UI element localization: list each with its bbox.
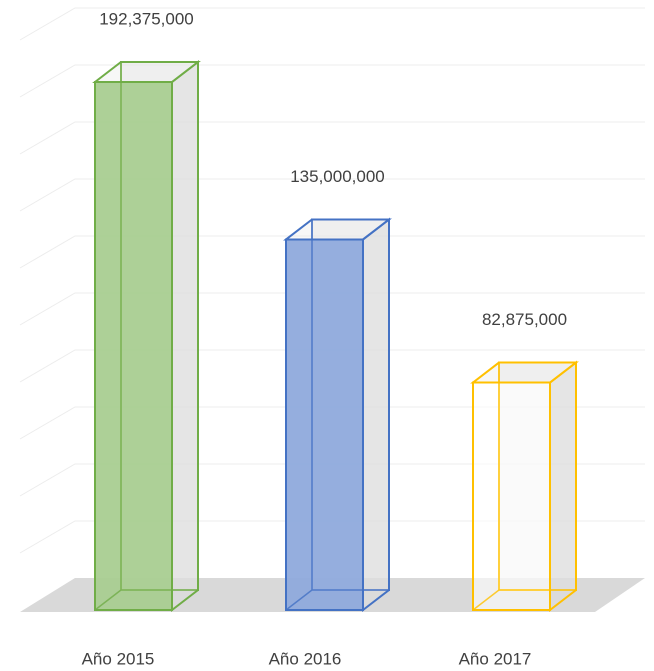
bar-side bbox=[549, 360, 577, 613]
grid-decoration bbox=[19, 7, 645, 554]
bar-inner-edges bbox=[94, 62, 198, 611]
bar-inner-edges bbox=[285, 219, 389, 611]
bar-front bbox=[472, 381, 551, 611]
x-tick-label: Año 2015 bbox=[82, 649, 155, 668]
x-tick-label: Año 2016 bbox=[269, 649, 342, 668]
bar-side bbox=[171, 59, 199, 613]
bar-front bbox=[285, 238, 364, 611]
x-tick-label: Año 2017 bbox=[459, 649, 532, 668]
bar-side bbox=[362, 217, 390, 613]
bar-inner-edges bbox=[472, 362, 576, 611]
bar-front bbox=[94, 81, 173, 611]
data-label: 82,875,000 bbox=[482, 310, 567, 329]
background-grid bbox=[19, 7, 645, 554]
data-label: 192,375,000 bbox=[99, 9, 194, 28]
data-label: 135,000,000 bbox=[290, 167, 385, 186]
